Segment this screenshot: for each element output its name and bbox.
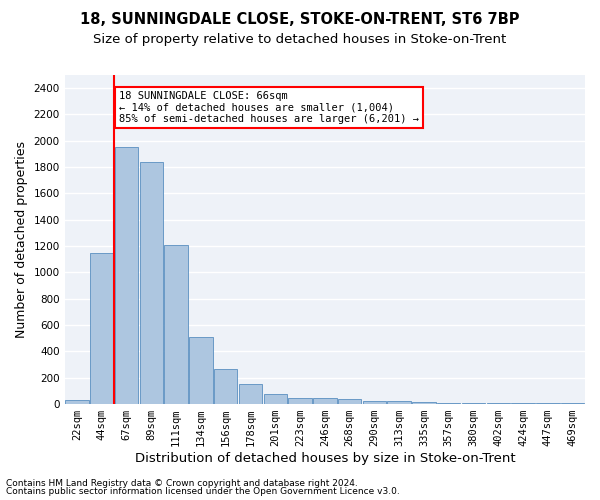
Bar — [90, 252, 113, 404]
Bar — [338, 399, 361, 404]
Bar — [288, 398, 312, 404]
X-axis label: Distribution of detached houses by size in Stoke-on-Trent: Distribution of detached houses by size … — [134, 452, 515, 465]
Bar — [362, 401, 386, 404]
Text: Size of property relative to detached houses in Stoke-on-Trent: Size of property relative to detached ho… — [94, 32, 506, 46]
Text: 18 SUNNINGDALE CLOSE: 66sqm
← 14% of detached houses are smaller (1,004)
85% of : 18 SUNNINGDALE CLOSE: 66sqm ← 14% of det… — [119, 91, 419, 124]
Bar — [164, 245, 188, 404]
Bar — [115, 148, 139, 404]
Bar — [65, 400, 89, 404]
Bar — [412, 402, 436, 404]
Bar — [214, 369, 238, 404]
Bar — [140, 162, 163, 404]
Bar — [239, 384, 262, 404]
Bar — [189, 337, 213, 404]
Y-axis label: Number of detached properties: Number of detached properties — [15, 141, 28, 338]
Text: Contains HM Land Registry data © Crown copyright and database right 2024.: Contains HM Land Registry data © Crown c… — [6, 478, 358, 488]
Bar — [263, 394, 287, 404]
Text: 18, SUNNINGDALE CLOSE, STOKE-ON-TRENT, ST6 7BP: 18, SUNNINGDALE CLOSE, STOKE-ON-TRENT, S… — [80, 12, 520, 28]
Text: Contains public sector information licensed under the Open Government Licence v3: Contains public sector information licen… — [6, 487, 400, 496]
Bar — [313, 398, 337, 404]
Bar — [388, 402, 411, 404]
